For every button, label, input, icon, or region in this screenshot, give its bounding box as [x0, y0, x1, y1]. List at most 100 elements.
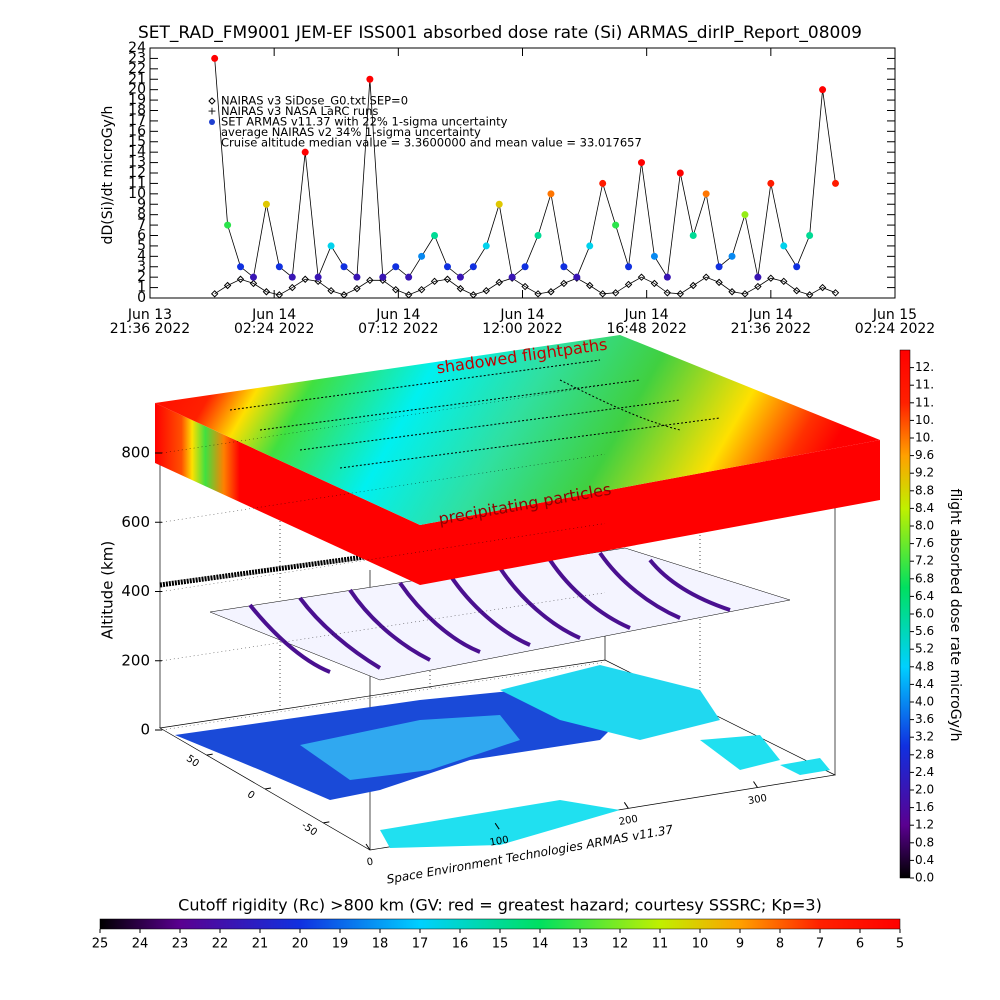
point	[327, 242, 335, 250]
point	[624, 280, 633, 289]
y-tick-label: 13	[128, 155, 146, 171]
colorbar-tick-label: 3.6	[915, 712, 934, 726]
colorbar-tick-label: 15	[492, 937, 509, 952]
series-line	[214, 58, 836, 279]
point	[792, 287, 801, 295]
point	[353, 284, 361, 293]
point	[586, 242, 594, 250]
z-tick-label: 400	[121, 582, 150, 600]
point	[392, 285, 400, 294]
point	[314, 277, 322, 286]
point	[637, 273, 646, 281]
colorbar	[899, 349, 911, 879]
point	[650, 252, 658, 260]
colorbar-tick-label: 12.	[915, 360, 934, 374]
point	[741, 211, 749, 219]
z-axis-label: Altitude (km)	[99, 541, 117, 639]
point	[780, 242, 788, 250]
point	[431, 232, 439, 239]
x-tick	[753, 781, 758, 788]
colorbar	[99, 918, 901, 930]
colorbar-tick-label: 5	[896, 937, 904, 952]
y-tick-label: 22	[128, 61, 146, 77]
point	[482, 287, 490, 295]
colorbar-tick-label: 1.6	[915, 800, 934, 814]
point	[689, 232, 697, 239]
point	[262, 200, 270, 208]
colorbar-title: Cutoff rigidity (Rc) >800 km (GV: red = …	[178, 896, 822, 915]
colorbar-tick-label: 21	[252, 937, 269, 952]
point	[780, 277, 788, 286]
point	[224, 221, 232, 229]
point	[430, 277, 439, 286]
colorbar-tick-label: 2.0	[915, 783, 934, 797]
colorbar-tick-label: 11.	[915, 378, 934, 392]
point	[767, 274, 775, 282]
colorbar-tick-label: 23	[172, 937, 189, 952]
colorbar-tick-label: 25	[92, 937, 109, 952]
point	[805, 291, 814, 299]
point	[210, 290, 219, 298]
y-tick-label: 2	[137, 269, 146, 285]
legend-text: average NAIRAS v2 34% 1-sigma uncertaint…	[221, 125, 481, 139]
colorbar-tick-label: 9	[736, 937, 744, 952]
point	[379, 273, 387, 281]
legend-text: SET ARMAS v11.37 with 22% 1-sigma uncert…	[221, 115, 508, 129]
x-tick-label: 100	[489, 835, 510, 849]
colorbar-tick-label: 22	[212, 937, 229, 952]
point	[650, 279, 659, 288]
y-tick-label: 23	[128, 50, 146, 66]
grid-line	[161, 454, 606, 523]
colorbar-tick-label: 8	[776, 937, 784, 952]
point	[547, 190, 555, 198]
point	[793, 263, 801, 271]
x-tick-label: Jun 14 12:00 2022	[482, 307, 563, 337]
point	[443, 275, 452, 283]
point	[366, 276, 374, 284]
colorbar-tick-label: 11	[652, 937, 669, 952]
point	[676, 290, 685, 298]
y-tick-label: 14	[128, 144, 146, 160]
point	[728, 252, 736, 260]
series-line	[214, 276, 836, 296]
x-tick-label: 200	[618, 814, 639, 828]
point	[599, 179, 607, 187]
colorbar-tick-label: 9.2	[915, 466, 934, 480]
grid-line	[161, 661, 606, 731]
point	[211, 54, 219, 62]
point	[663, 273, 671, 281]
colorbar-tick-label: 4.0	[915, 695, 934, 709]
point	[456, 284, 465, 293]
point	[495, 278, 503, 287]
colorbar-tick-label: 6	[856, 937, 864, 952]
colorbar-tick-label: 9.6	[915, 448, 934, 462]
colorbar-tick-label: 6.0	[915, 607, 934, 621]
point	[806, 232, 814, 239]
colorbar-tick-label: 18	[372, 937, 389, 952]
x-tick-label: 300	[747, 793, 768, 807]
point	[715, 263, 723, 271]
grid-line	[161, 384, 606, 454]
colorbar-tick-label: 8.8	[915, 483, 934, 497]
y-tick-label: 0	[245, 789, 257, 802]
colorbar-tick-label: 10	[692, 937, 709, 952]
y-tick-label: 20	[128, 82, 146, 98]
point	[754, 273, 762, 281]
point	[832, 179, 840, 187]
colorbar-tick-label: 0.4	[915, 853, 934, 867]
point	[521, 282, 529, 291]
colorbar-tick-label: 20	[292, 937, 309, 952]
point	[598, 290, 607, 298]
point	[612, 221, 620, 229]
point	[625, 263, 633, 271]
point	[663, 289, 672, 297]
point	[353, 273, 361, 281]
y-tick-label: 10	[128, 186, 146, 202]
y-tick	[264, 787, 272, 790]
colorbar-tick-label: 0.0	[915, 871, 934, 885]
z-tick-label: 600	[121, 513, 150, 531]
legend-text: Cruise altitude median value = 3.3600000…	[221, 136, 642, 150]
colorbar-tick-label: 17	[412, 937, 429, 952]
colorbar-tick-label: 7.2	[915, 554, 934, 568]
point	[404, 291, 413, 299]
